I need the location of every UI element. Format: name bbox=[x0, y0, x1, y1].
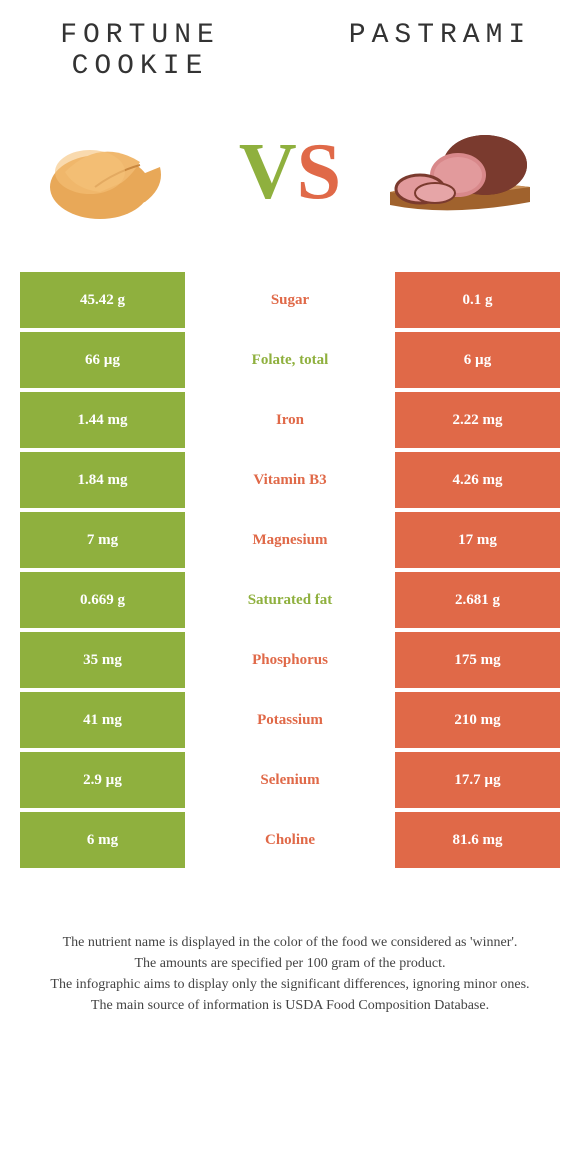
vs-label: VS bbox=[239, 127, 341, 218]
nutrient-label: Potassium bbox=[185, 692, 395, 748]
food-left-title: FORTUNE COOKIE bbox=[40, 20, 240, 82]
value-left: 7 mg bbox=[20, 512, 185, 568]
vs-row: VS bbox=[20, 112, 560, 232]
vs-s: S bbox=[297, 127, 342, 218]
nutrient-label: Magnesium bbox=[185, 512, 395, 568]
nutrient-label: Selenium bbox=[185, 752, 395, 808]
value-left: 6 mg bbox=[20, 812, 185, 868]
header: FORTUNE COOKIE PASTRAMI bbox=[20, 20, 560, 82]
value-right: 0.1 g bbox=[395, 272, 560, 328]
value-left: 1.84 mg bbox=[20, 452, 185, 508]
value-right: 175 mg bbox=[395, 632, 560, 688]
food-right-title: PASTRAMI bbox=[340, 20, 540, 51]
table-row: 6 mgCholine81.6 mg bbox=[20, 812, 560, 868]
value-right: 4.26 mg bbox=[395, 452, 560, 508]
pastrami-image bbox=[380, 112, 540, 232]
footnote-line: The main source of information is USDA F… bbox=[30, 995, 550, 1016]
table-row: 66 µgFolate, total6 µg bbox=[20, 332, 560, 388]
footnote-line: The nutrient name is displayed in the co… bbox=[30, 932, 550, 953]
pastrami-icon bbox=[380, 117, 540, 227]
table-row: 35 mgPhosphorus175 mg bbox=[20, 632, 560, 688]
value-left: 45.42 g bbox=[20, 272, 185, 328]
header-left: FORTUNE COOKIE bbox=[40, 20, 240, 82]
value-right: 210 mg bbox=[395, 692, 560, 748]
nutrient-label: Folate, total bbox=[185, 332, 395, 388]
table-row: 0.669 gSaturated fat2.681 g bbox=[20, 572, 560, 628]
nutrient-label: Saturated fat bbox=[185, 572, 395, 628]
value-left: 35 mg bbox=[20, 632, 185, 688]
table-row: 1.44 mgIron2.22 mg bbox=[20, 392, 560, 448]
value-left: 2.9 µg bbox=[20, 752, 185, 808]
table-row: 2.9 µgSelenium17.7 µg bbox=[20, 752, 560, 808]
value-left: 41 mg bbox=[20, 692, 185, 748]
footnote: The nutrient name is displayed in the co… bbox=[20, 932, 560, 1016]
table-row: 41 mgPotassium210 mg bbox=[20, 692, 560, 748]
fortune-cookie-image bbox=[40, 112, 200, 232]
fortune-cookie-icon bbox=[45, 117, 195, 227]
vs-v: V bbox=[239, 127, 297, 218]
comparison-table: 45.42 gSugar0.1 g66 µgFolate, total6 µg1… bbox=[20, 272, 560, 872]
value-left: 0.669 g bbox=[20, 572, 185, 628]
value-right: 81.6 mg bbox=[395, 812, 560, 868]
footnote-line: The infographic aims to display only the… bbox=[30, 974, 550, 995]
value-right: 2.22 mg bbox=[395, 392, 560, 448]
value-right: 2.681 g bbox=[395, 572, 560, 628]
footnote-line: The amounts are specified per 100 gram o… bbox=[30, 953, 550, 974]
value-right: 17.7 µg bbox=[395, 752, 560, 808]
nutrient-label: Phosphorus bbox=[185, 632, 395, 688]
table-row: 7 mgMagnesium17 mg bbox=[20, 512, 560, 568]
nutrient-label: Choline bbox=[185, 812, 395, 868]
value-left: 1.44 mg bbox=[20, 392, 185, 448]
nutrient-label: Iron bbox=[185, 392, 395, 448]
value-left: 66 µg bbox=[20, 332, 185, 388]
table-row: 1.84 mgVitamin B34.26 mg bbox=[20, 452, 560, 508]
table-row: 45.42 gSugar0.1 g bbox=[20, 272, 560, 328]
value-right: 6 µg bbox=[395, 332, 560, 388]
header-right: PASTRAMI bbox=[340, 20, 540, 51]
nutrient-label: Sugar bbox=[185, 272, 395, 328]
nutrient-label: Vitamin B3 bbox=[185, 452, 395, 508]
value-right: 17 mg bbox=[395, 512, 560, 568]
